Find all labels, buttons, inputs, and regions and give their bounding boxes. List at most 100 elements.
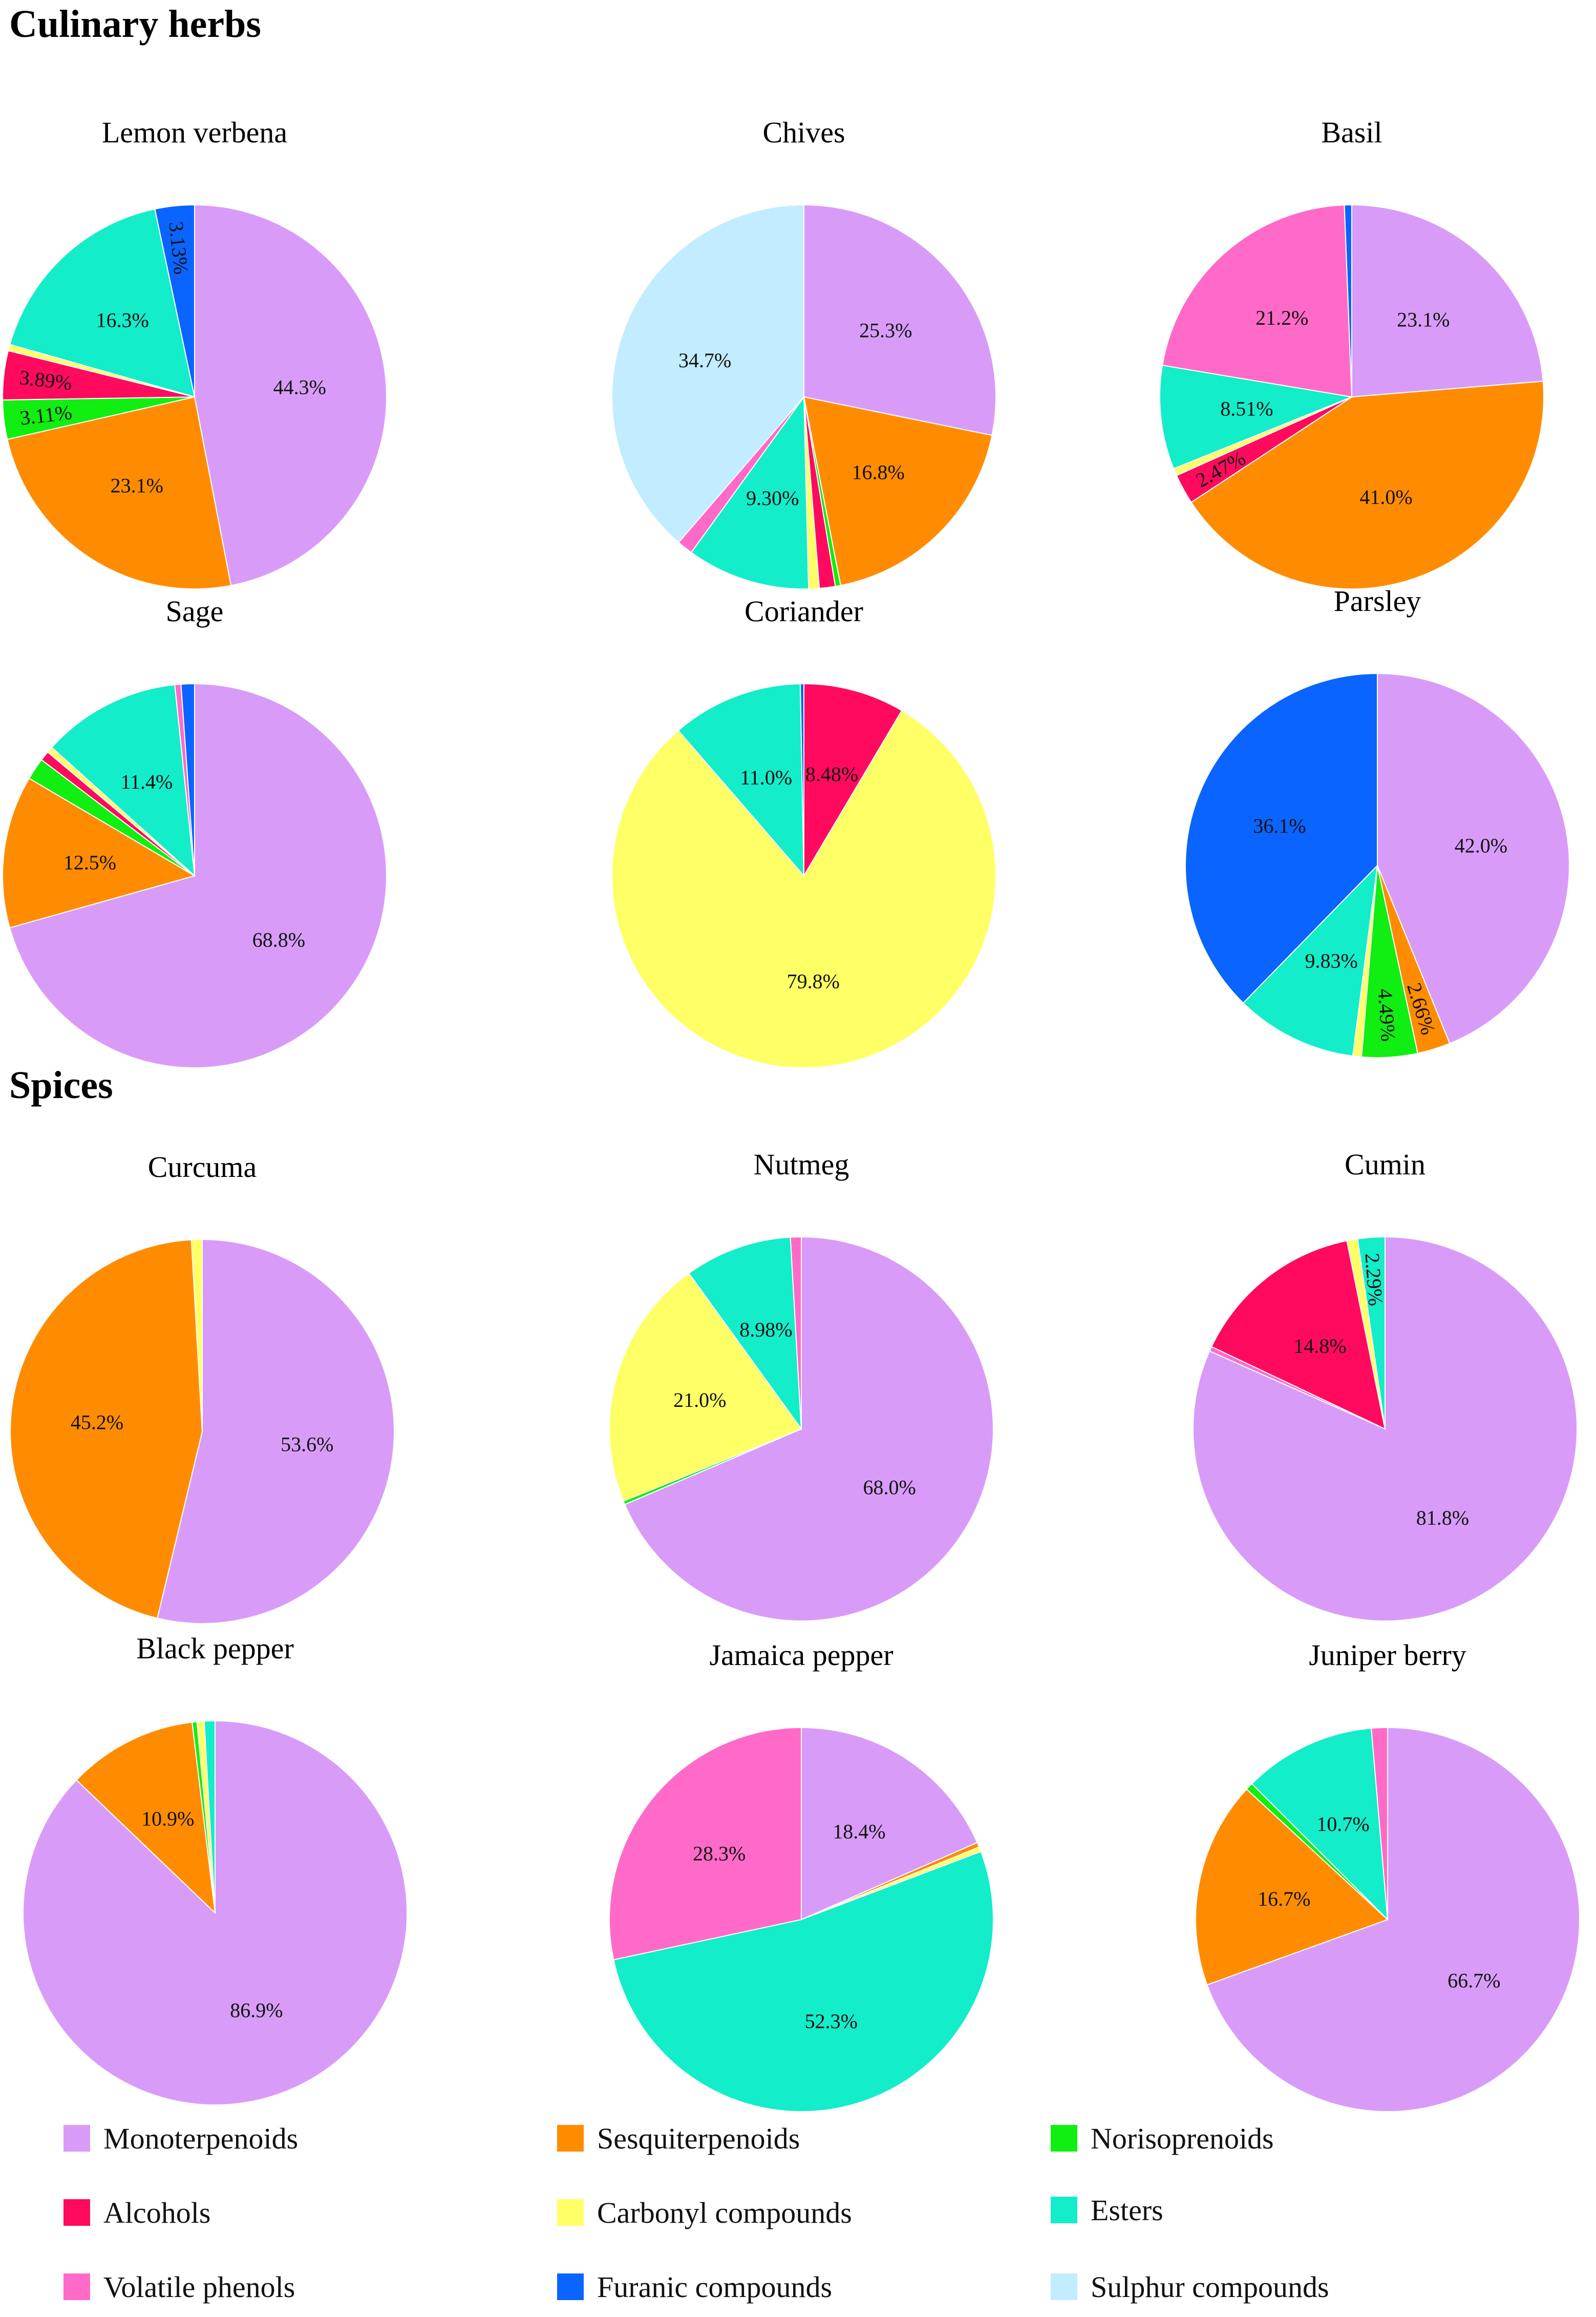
- pie-slice-label: 21.0%: [673, 1388, 726, 1412]
- pie-slice-monoterpenoids: [624, 1236, 994, 1621]
- legend-item-carbonyl-compounds: Carbonyl compounds: [557, 2195, 852, 2230]
- pie-slice-label: 66.7%: [1448, 1969, 1500, 1992]
- chart-title: Coriander: [744, 595, 863, 628]
- pie-slice-label: 14.8%: [1293, 1335, 1346, 1358]
- pie-slice-label: 86.9%: [230, 1999, 283, 2022]
- pie-slice-label: 2.29%: [1360, 1252, 1387, 1307]
- pie-slice-label: 45.2%: [71, 1411, 123, 1434]
- pie-slice-label: 16.8%: [852, 460, 905, 483]
- pie-slice-label: 16.3%: [96, 308, 149, 331]
- legend-swatch: [1051, 2273, 1077, 2300]
- pie-slice-label: 68.8%: [252, 929, 305, 952]
- legend-label: Furanic compounds: [597, 2270, 833, 2304]
- pie-slice-sulphur-compounds: [611, 204, 804, 543]
- pie-slice-furanic-compounds: [154, 204, 195, 397]
- legend-swatch: [1051, 2197, 1077, 2223]
- pie-svg: 25.3% 16.8% 9.30% 34.7%: [611, 204, 996, 589]
- legend-item-alcohols: Alcohols: [63, 2195, 210, 2230]
- pie-chart-black-pepper: Black pepper 86.9% 10.9%: [0, 1631, 445, 2143]
- pie-slice-label: 3.13%: [164, 220, 193, 275]
- chart-title: Cumin: [1345, 1148, 1425, 1181]
- legend-label: Carbonyl compounds: [597, 2196, 852, 2229]
- pie-svg: 44.3%23.1%3.11%3.89%16.3%3.13%: [2, 204, 387, 589]
- chart-title: Black pepper: [136, 1632, 294, 1665]
- pie-chart-juniper-berry: Juniper berry 66.7% 16.7% 10.7%: [1157, 1638, 1596, 2150]
- pie-chart-chives: Chives 25.3% 16.8% 9.30% 34.7%: [573, 115, 1034, 627]
- pie-slice-monoterpenoids: [23, 1720, 408, 2105]
- legend-swatch: [63, 2199, 90, 2226]
- pie-slice-volatile-phenols: [609, 1726, 802, 1961]
- pie-slice-esters: [1251, 1728, 1389, 1921]
- pie-slice-label: 23.1%: [1397, 308, 1450, 331]
- chart-title: Sage: [165, 595, 224, 628]
- pie-slice-label: 81.8%: [1416, 1506, 1469, 1529]
- legend-label: Norisoprenoids: [1091, 2121, 1274, 2155]
- chart-title: Nutmeg: [753, 1148, 849, 1181]
- pie-slice-esters: [688, 1236, 802, 1431]
- pie-slice-label: 52.3%: [805, 2010, 858, 2033]
- pie-slice-label: 12.5%: [63, 851, 116, 874]
- pie-slice-label: 53.6%: [281, 1433, 333, 1456]
- pie-slice-esters: [677, 683, 805, 877]
- pie-slice-carbonyl-compounds: [611, 710, 996, 1068]
- pie-slice-carbonyl-compounds: [609, 1272, 802, 1502]
- pie-slice-monoterpenoids: [156, 1238, 395, 1624]
- pie-svg: 66.7% 16.7% 10.7%: [1195, 1726, 1580, 2112]
- pie-slice-esters: [9, 208, 196, 398]
- pie-slice-sesquiterpenoids: [75, 1721, 216, 1914]
- legend-item-sulphur-compounds: Sulphur compounds: [1051, 2269, 1329, 2305]
- legend-item-furanic-compounds: Furanic compounds: [557, 2269, 832, 2305]
- pie-chart-basil: Basil 23.1% 41.0% 2.47% 8.51% 21.2%: [1121, 115, 1582, 627]
- pie-slice-volatile-phenols: [790, 1236, 802, 1429]
- pie-slice-label: 11.0%: [740, 766, 792, 789]
- pie-chart-jamaica-pepper: Jamaica pepper 18.4% 52.3% 28.3%: [571, 1638, 1032, 2150]
- pie-slice-label: 79.8%: [787, 970, 840, 993]
- pie-slice-monoterpenoids: [803, 204, 996, 436]
- pie-chart-curcuma: Curcuma 53.6% 45.2%: [0, 1150, 433, 1662]
- pie-slice-esters: [613, 1850, 994, 2112]
- pie-slice-monoterpenoids: [1206, 1726, 1580, 2112]
- chart-title: Lemon verbena: [101, 116, 288, 149]
- legend-item-norisoprenoids: Norisoprenoids: [1051, 2120, 1274, 2156]
- pie-slice-label: 16.7%: [1258, 1887, 1310, 1910]
- pie-slice-furanic-compounds: [1344, 204, 1352, 397]
- pie-slice-label: 21.2%: [1255, 306, 1308, 329]
- chart-title: Basil: [1321, 116, 1382, 149]
- pie-slice-monoterpenoids: [1377, 672, 1570, 1044]
- pie-slice-label: 41.0%: [1359, 486, 1412, 509]
- pie-svg: 68.8% 12.5% 11.4%: [2, 683, 387, 1068]
- pie-slice-label: 10.7%: [1316, 1813, 1369, 1836]
- legend-item-esters: Esters: [1051, 2192, 1163, 2228]
- pie-slice-label: 8.98%: [739, 1318, 792, 1341]
- chart-title: Jamaica pepper: [709, 1638, 893, 1672]
- pie-svg: 42.0%2.66%4.49%9.83%36.1%: [1185, 672, 1570, 1058]
- pie-slice-alcohols: [803, 683, 903, 878]
- pie-svg: 86.9% 10.9%: [23, 1720, 408, 2105]
- legend-swatch: [557, 2199, 584, 2226]
- pie-slice-volatile-phenols: [1371, 1726, 1388, 1920]
- chart-title: Parsley: [1333, 584, 1421, 618]
- pie-slice-label: 25.3%: [859, 319, 912, 342]
- pie-slice-label: 28.3%: [693, 1842, 746, 1865]
- pie-svg: 53.6% 45.2%: [10, 1238, 395, 1624]
- pie-slice-label: 18.4%: [833, 1820, 885, 1843]
- pie-slice-esters: [51, 684, 196, 877]
- pie-svg: 68.0% 21.0% 8.98%: [609, 1236, 994, 1621]
- pie-slice-sesquiterpenoids: [1195, 1788, 1389, 1986]
- pie-chart-lemon-verbena: Lemon verbena 44.3% 23.1% 3.11% 3.89% 16.3% 3…: [0, 115, 425, 627]
- legend-swatch: [557, 2125, 584, 2152]
- legend-swatch: [63, 2125, 90, 2152]
- pie-slice-label: 68.0%: [863, 1476, 916, 1499]
- pie-slice-label: 11.4%: [121, 770, 173, 793]
- legend-label: Alcohols: [103, 2196, 211, 2229]
- pie-slice-monoterpenoids: [801, 1726, 978, 1921]
- pie-slice-esters: [690, 395, 810, 589]
- chart-title: Curcuma: [147, 1150, 257, 1184]
- pie-slice-esters: [1357, 1236, 1386, 1429]
- pie-slice-carbonyl-compounds: [190, 1238, 203, 1432]
- pie-chart-cumin: Cumin 81.8% 14.8% 2.29%: [1155, 1147, 1596, 1659]
- legend-swatch: [557, 2273, 584, 2300]
- pie-slice-esters: [203, 1720, 216, 1913]
- pie-slice-monoterpenoids: [194, 204, 387, 586]
- pie-slice-label: 8.48%: [805, 763, 858, 786]
